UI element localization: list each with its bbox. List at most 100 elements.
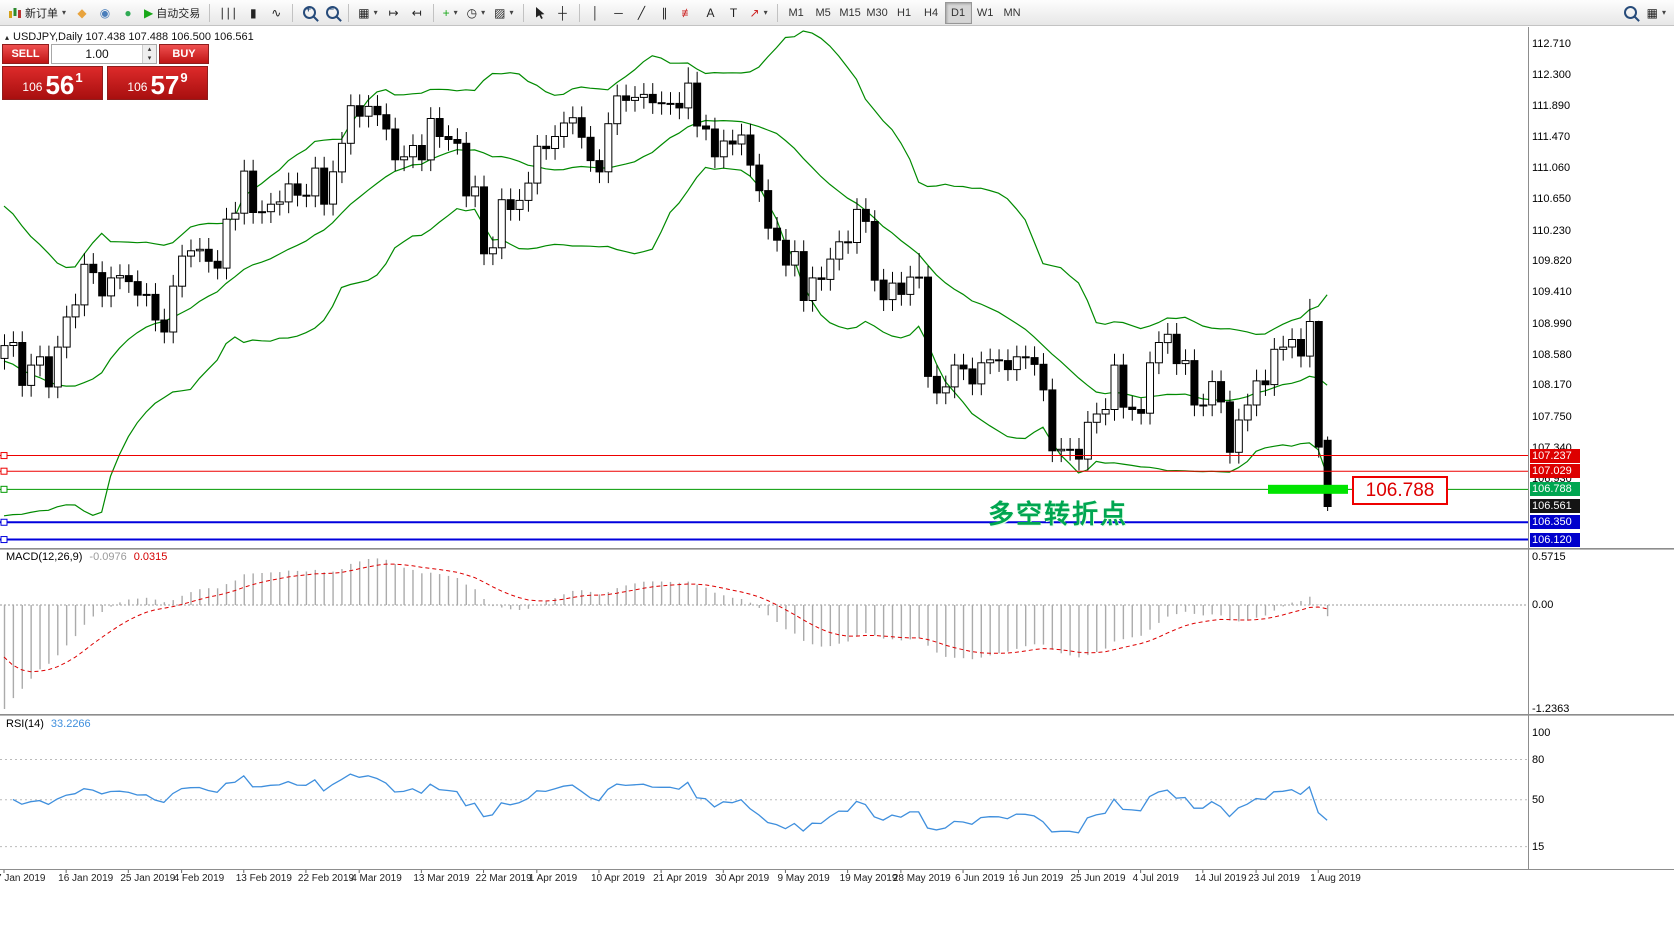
bar-chart-button[interactable]: ∣∣∣ bbox=[215, 2, 241, 24]
fibonacci-icon: ≢ bbox=[681, 5, 694, 20]
search-button[interactable] bbox=[1620, 2, 1642, 24]
signals-button[interactable]: ● bbox=[117, 2, 139, 24]
toolbar-separator bbox=[776, 3, 778, 22]
price-tick: 107.750 bbox=[1532, 411, 1572, 423]
rsi-tick: 50 bbox=[1532, 794, 1545, 806]
price-axis[interactable]: 112.710 112.300 111.890 111.470 111.060 110.6… bbox=[1530, 0, 1674, 949]
fibonacci-button[interactable]: ≢ bbox=[677, 2, 699, 24]
chart-profiles-button[interactable]: ▦ ▾ bbox=[1643, 2, 1670, 24]
price-tick: 108.170 bbox=[1532, 379, 1572, 391]
new-order-button[interactable]: 新订单 ▾ bbox=[4, 2, 70, 24]
community-button[interactable]: ◉ bbox=[94, 2, 116, 24]
date-label: 21 Apr 2019 bbox=[653, 873, 708, 884]
horizontal-line-button[interactable]: ─ bbox=[608, 2, 630, 24]
timeframe-button-MN[interactable]: MN bbox=[999, 2, 1026, 24]
sell-price-point: 1 bbox=[75, 70, 83, 85]
horizontal-line-icon: ─ bbox=[614, 5, 623, 20]
macd-tick: 0.00 bbox=[1532, 599, 1554, 611]
autotrade-button[interactable]: ▶ 自动交易 bbox=[140, 2, 204, 24]
symbol-ohlc-text: USDJPY,Daily 107.438 107.488 106.500 106… bbox=[13, 31, 254, 43]
text-button[interactable]: A bbox=[700, 2, 722, 24]
vertical-line-icon: │ bbox=[591, 5, 600, 20]
panel-separator-main-macd[interactable] bbox=[0, 548, 1674, 550]
date-label: 25 Jun 2019 bbox=[1070, 873, 1126, 884]
dropdown-arrow-icon: ▾ bbox=[481, 8, 486, 17]
macd-indicator-label: MACD(12,26,9) -0.0976 0.0315 bbox=[6, 551, 167, 563]
line-chart-button[interactable]: ∿ bbox=[265, 2, 287, 24]
buy-price-pips: 57 bbox=[150, 70, 180, 100]
one-click-top-row: SELL 1.00 ▴ ▾ BUY bbox=[2, 44, 209, 64]
timeframe-toolbar: M1 M5 M15 M30 H1 H4 D1 W1 MN bbox=[783, 1, 1026, 24]
timeframe-button-H1[interactable]: H1 bbox=[891, 2, 918, 24]
indicators-icon: + bbox=[442, 5, 450, 20]
turning-point-annotation[interactable]: 多空转折点 bbox=[988, 499, 1129, 529]
price-badge: 107.029 bbox=[1530, 464, 1580, 478]
panel-collapse-icon[interactable]: ▴ bbox=[5, 33, 10, 42]
zoom-out-button[interactable]: − bbox=[321, 2, 343, 24]
panel-separator-macd-rsi[interactable] bbox=[0, 714, 1674, 716]
sell-price-figure: 106 bbox=[22, 80, 43, 94]
zoom-in-button[interactable]: + bbox=[298, 2, 320, 24]
new-order-label: 新订单 bbox=[25, 7, 58, 20]
chart-symbol-ohlc: ▴ USDJPY,Daily 107.438 107.488 106.500 10… bbox=[5, 31, 254, 43]
date-label: 1 Aug 2019 bbox=[1310, 873, 1361, 884]
trendline-button[interactable]: ╱ bbox=[631, 2, 653, 24]
text-label-button[interactable]: T bbox=[723, 2, 745, 24]
price-level-callout[interactable]: 106.788 bbox=[1352, 476, 1448, 505]
channel-button[interactable]: ∥ bbox=[654, 2, 676, 24]
volume-up-icon[interactable]: ▴ bbox=[143, 45, 156, 54]
chart-shift-button[interactable]: ↤ bbox=[406, 2, 428, 24]
auto-scroll-button[interactable]: ↦ bbox=[383, 2, 405, 24]
autotrade-label: 自动交易 bbox=[156, 7, 201, 20]
volume-stepper[interactable]: 1.00 ▴ ▾ bbox=[51, 44, 157, 64]
timeframe-button-M30[interactable]: M30 bbox=[864, 2, 891, 24]
volume-down-icon[interactable]: ▾ bbox=[143, 54, 156, 63]
timeframe-button-M15[interactable]: M15 bbox=[837, 2, 864, 24]
timeframe-button-M5[interactable]: M5 bbox=[810, 2, 837, 24]
crosshair-button[interactable]: ┼ bbox=[552, 2, 574, 24]
main-toolbar: 新订单 ▾ ◆ ◉ ● ▶ 自动交易 ∣∣∣ ▮ ∿ + − ▦ ▾ ↦ ↤ + ▾… bbox=[0, 0, 1674, 26]
timeframe-button-W1[interactable]: W1 bbox=[972, 2, 999, 24]
rsi-value: 33.2266 bbox=[50, 718, 91, 730]
timeframe-button-H4[interactable]: H4 bbox=[918, 2, 945, 24]
timeframe-button-D1[interactable]: D1 bbox=[944, 1, 972, 24]
channel-icon: ∥ bbox=[661, 5, 668, 20]
text-label-icon: T bbox=[729, 5, 738, 20]
templates-button[interactable]: ▨ ▾ bbox=[490, 2, 517, 24]
candle-chart-button[interactable]: ▮ bbox=[242, 2, 264, 24]
date-axis[interactable]: 7 Jan 2019 16 Jan 2019 25 Jan 2019 4 Feb 20… bbox=[0, 870, 1528, 890]
macd-signal-value: 0.0315 bbox=[133, 551, 168, 563]
volume-spin-buttons: ▴ ▾ bbox=[142, 45, 156, 63]
crosshair-icon: ┼ bbox=[558, 5, 567, 20]
buy-price-figure: 106 bbox=[127, 80, 148, 94]
market-icon: ◆ bbox=[77, 5, 87, 20]
dropdown-arrow-icon: ▾ bbox=[509, 8, 514, 17]
text-icon: A bbox=[706, 5, 715, 20]
toolbar-separator bbox=[578, 3, 580, 22]
vertical-line-button[interactable]: │ bbox=[585, 2, 607, 24]
date-label: 7 Jan 2019 bbox=[0, 873, 46, 884]
periods-button[interactable]: ◷ ▾ bbox=[463, 2, 490, 24]
volume-value[interactable]: 1.00 bbox=[85, 47, 109, 61]
date-axis-border bbox=[0, 869, 1674, 870]
macd-main-value: -0.0976 bbox=[89, 551, 127, 563]
price-tick: 111.060 bbox=[1532, 162, 1571, 174]
market-button[interactable]: ◆ bbox=[71, 2, 93, 24]
cursor-button[interactable] bbox=[529, 2, 551, 24]
search-icon bbox=[1624, 6, 1638, 19]
arrows-button[interactable]: ↗ ▾ bbox=[746, 2, 772, 24]
tile-windows-button[interactable]: ▦ ▾ bbox=[354, 2, 381, 24]
periods-clock-icon: ◷ bbox=[466, 5, 478, 20]
price-badge: 106.788 bbox=[1530, 482, 1580, 496]
price-tick: 112.710 bbox=[1532, 38, 1571, 50]
buy-price-display[interactable]: 106 57 9 bbox=[107, 66, 208, 100]
date-label: 23 Jul 2019 bbox=[1248, 873, 1300, 884]
indicators-button[interactable]: + ▾ bbox=[439, 2, 462, 24]
buy-button[interactable]: BUY bbox=[159, 44, 209, 64]
date-label: 4 Mar 2019 bbox=[351, 873, 402, 884]
sell-price-display[interactable]: 106 56 1 bbox=[2, 66, 103, 100]
sell-button[interactable]: SELL bbox=[2, 44, 49, 64]
timeframe-button-M1[interactable]: M1 bbox=[783, 2, 810, 24]
price-badge: 107.237 bbox=[1530, 449, 1580, 463]
